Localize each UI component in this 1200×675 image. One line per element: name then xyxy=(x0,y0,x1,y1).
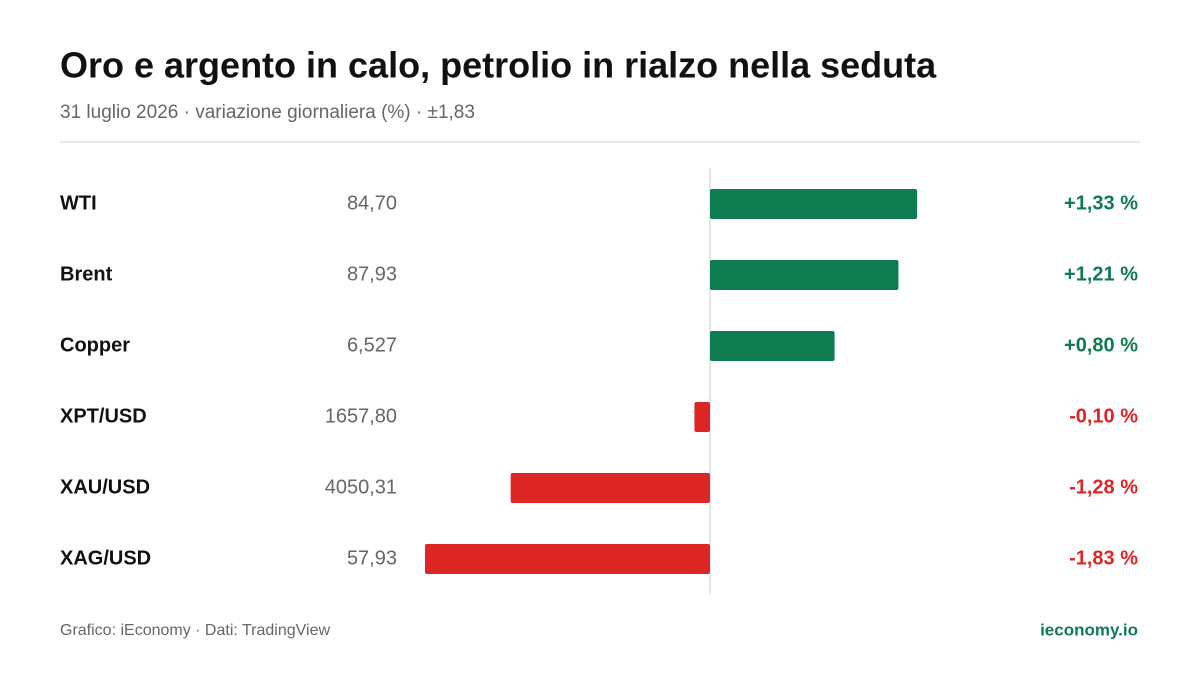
price-label: 57,93 xyxy=(347,547,397,569)
bar xyxy=(510,473,710,503)
price-label: 4050,31 xyxy=(325,476,397,498)
bar xyxy=(710,189,918,219)
bar xyxy=(710,331,835,361)
category-label: Copper xyxy=(60,334,130,356)
bar xyxy=(694,402,710,432)
chart-title: Oro e argento in calo, petrolio in rialz… xyxy=(60,45,937,86)
value-label: -1,83 % xyxy=(1069,547,1138,569)
source-note: Grafico: iEconomy · Dati: TradingView xyxy=(60,622,330,639)
site-link: ieconomy.io xyxy=(1040,620,1138,639)
price-label: 87,93 xyxy=(347,263,397,285)
bar xyxy=(710,260,899,290)
price-label: 6,527 xyxy=(347,334,397,356)
bar xyxy=(425,544,710,574)
value-label: +0,80 % xyxy=(1064,334,1138,356)
chart-subtitle: 31 luglio 2026 · variazione giornaliera … xyxy=(60,102,475,123)
category-label: XAU/USD xyxy=(60,476,150,498)
value-label: -1,28 % xyxy=(1069,476,1138,498)
price-label: 84,70 xyxy=(347,192,397,214)
value-label: +1,21 % xyxy=(1064,263,1138,285)
category-label: XAG/USD xyxy=(60,547,151,569)
category-label: WTI xyxy=(60,192,97,214)
category-label: Brent xyxy=(60,263,113,285)
value-label: -0,10 % xyxy=(1069,405,1138,427)
category-label: XPT/USD xyxy=(60,405,147,427)
value-label: +1,33 % xyxy=(1064,192,1138,214)
price-label: 1657,80 xyxy=(325,405,397,427)
